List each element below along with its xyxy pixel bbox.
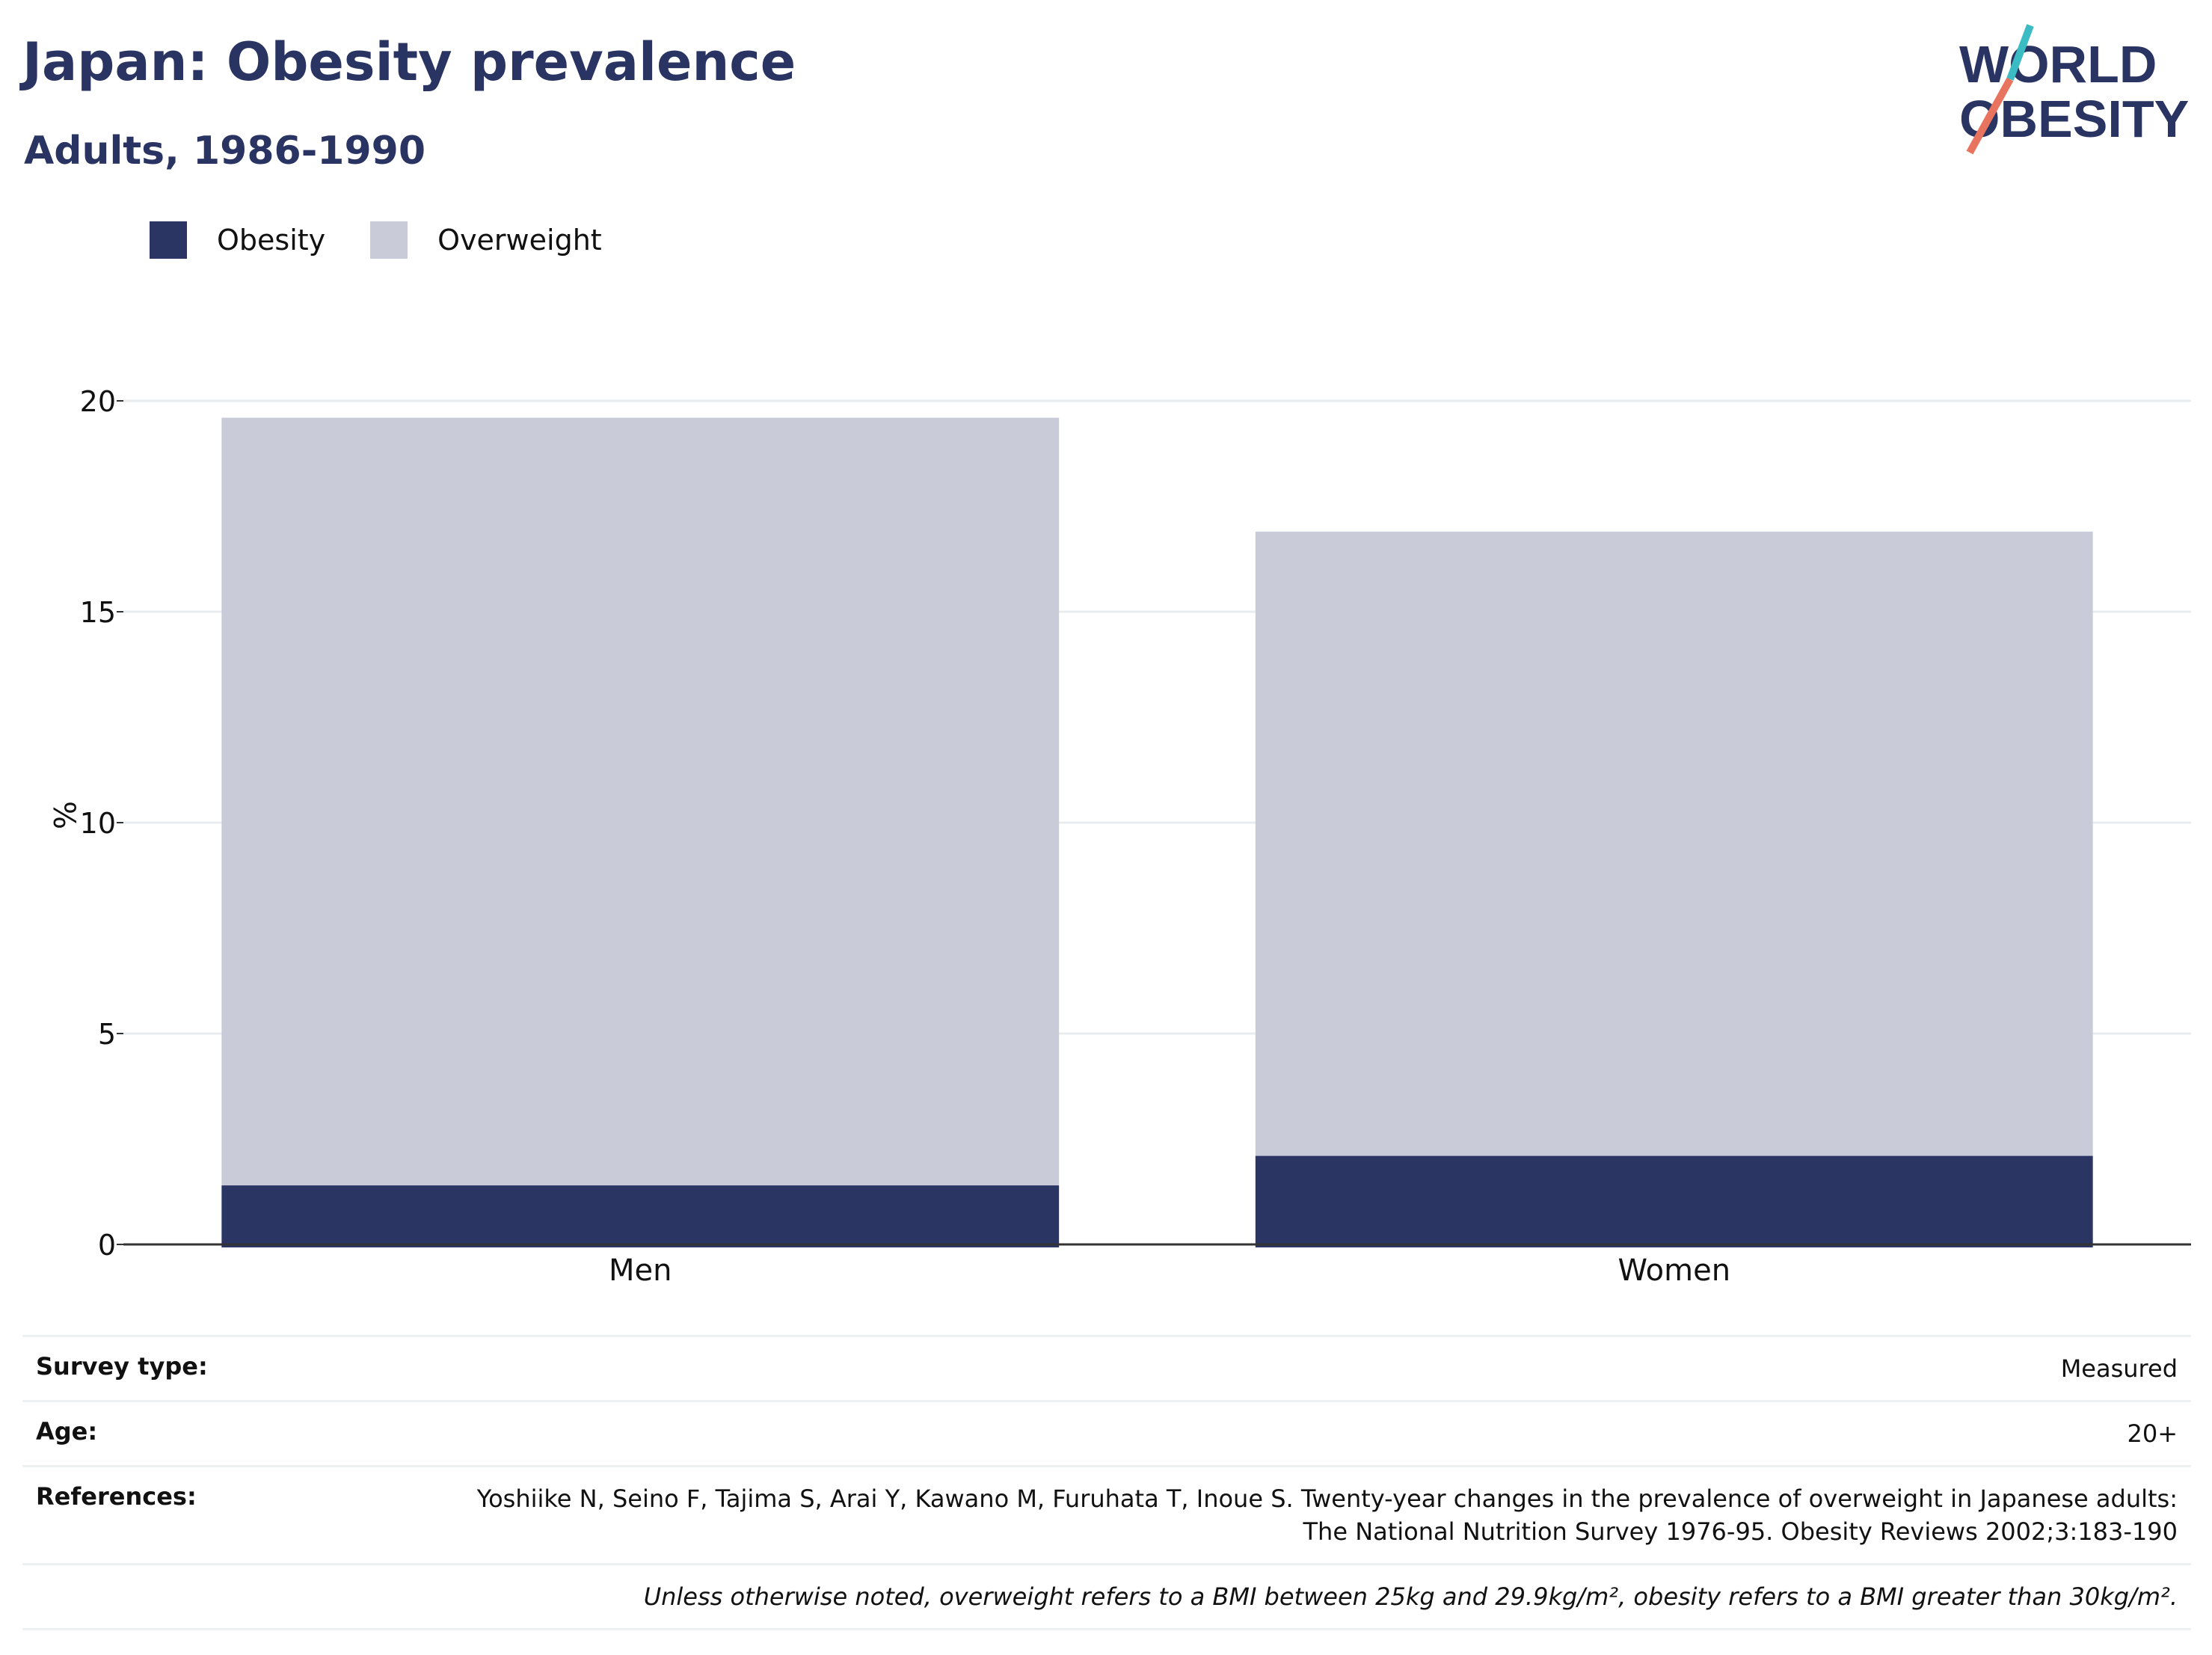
- logo-teal-slash: [2006, 24, 2034, 81]
- bar-overweight-women: [1255, 531, 2093, 1156]
- age-value: 20+: [2127, 1419, 2178, 1448]
- y-tick-label: 15: [80, 596, 116, 629]
- x-axis-ticks: Men Women: [123, 1243, 2191, 1288]
- logo-line2: OBESITY: [1959, 90, 2189, 148]
- logo-line1: WORLD: [1959, 35, 2157, 93]
- chart-legend: Obesity Overweight: [150, 221, 647, 259]
- y-tick-label: 10: [80, 807, 116, 840]
- definition-note-row: Unless otherwise noted, overweight refer…: [22, 1563, 2191, 1630]
- legend-label-overweight: Overweight: [437, 224, 602, 257]
- bar-overweight-men: [221, 417, 1060, 1186]
- world-obesity-logo: WORLD OBESITY: [1959, 24, 2189, 155]
- survey-metadata: Survey type: Measured Age: 20+ Reference…: [22, 1335, 2191, 1630]
- survey-type-value: Measured: [2060, 1354, 2178, 1383]
- x-tick-label: Men: [609, 1253, 672, 1288]
- y-tick-label: 20: [80, 385, 116, 418]
- legend-swatch-overweight: [370, 221, 408, 259]
- survey-type-row: Survey type: Measured: [22, 1335, 2191, 1400]
- bar-series: [221, 417, 2093, 1247]
- chart-title: Japan: Obesity prevalence: [22, 31, 796, 93]
- references-value: Yoshiike N, Seino F, Tajima S, Arai Y, K…: [476, 1484, 2178, 1546]
- legend-label-obesity: Obesity: [217, 224, 326, 257]
- references-label: References:: [36, 1482, 197, 1511]
- x-tick-label: Women: [1617, 1253, 1730, 1288]
- chart-subtitle: Adults, 1986-1990: [24, 129, 426, 174]
- definition-note: Unless otherwise noted, overweight refer…: [643, 1582, 2178, 1611]
- bar-obesity-men: [221, 1185, 1060, 1247]
- bar-obesity-women: [1255, 1155, 2093, 1247]
- age-label: Age:: [36, 1417, 98, 1446]
- bar-chart: 0 5 10 15 20 Men Women %: [46, 385, 2191, 1288]
- y-tick-label: 0: [98, 1229, 116, 1262]
- y-tick-label: 5: [98, 1018, 116, 1051]
- age-row: Age: 20+: [22, 1400, 2191, 1465]
- logo-coral-slash: [1966, 77, 2014, 155]
- y-axis-label: %: [46, 801, 81, 829]
- y-axis-ticks: 0 5 10 15 20: [80, 385, 123, 1262]
- legend-swatch-obesity: [150, 221, 187, 259]
- references-row: References: Yoshiike N, Seino F, Tajima …: [22, 1465, 2191, 1563]
- survey-type-label: Survey type:: [36, 1352, 208, 1381]
